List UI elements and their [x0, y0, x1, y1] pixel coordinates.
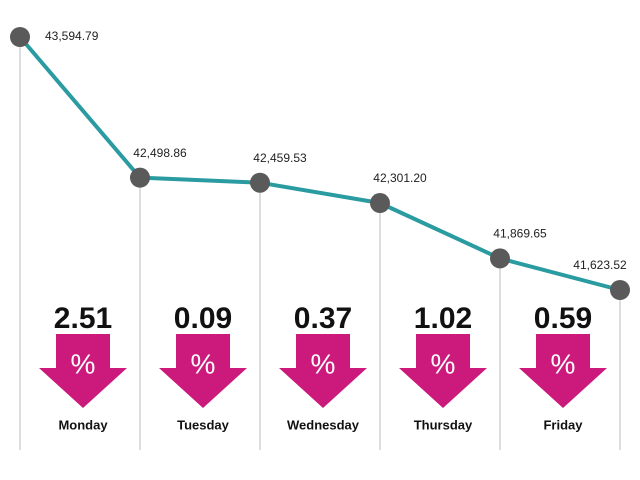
value-label: 41,623.52 [573, 258, 627, 272]
change-value: 0.59 [534, 302, 592, 335]
change-unit: % [551, 348, 576, 379]
change-value: 0.37 [294, 302, 352, 335]
value-label: 41,869.65 [493, 227, 547, 241]
down-arrow [399, 334, 487, 408]
point [250, 172, 270, 193]
day-label: Tuesday [177, 417, 230, 432]
line [18, 35, 621, 292]
change-unit: % [191, 348, 216, 379]
down-arrow [159, 334, 247, 408]
change-value: 1.02 [414, 302, 472, 335]
value-label: 42,498.86 [133, 146, 187, 160]
day-label: Thursday [414, 417, 473, 432]
point [130, 167, 150, 188]
value-label: 42,301.20 [373, 171, 427, 185]
down-arrow [519, 334, 607, 408]
day-label: Monday [58, 417, 108, 432]
value-label: 42,459.53 [253, 151, 307, 165]
change-value: 2.51 [54, 302, 112, 335]
day-label: Wednesday [287, 417, 360, 432]
down-arrow [39, 334, 127, 408]
change-unit: % [431, 348, 456, 379]
point [610, 280, 630, 300]
change-unit: % [311, 348, 336, 379]
point [370, 193, 390, 214]
down-arrow [279, 334, 367, 408]
value-label: 43,594.79 [45, 29, 99, 43]
point [10, 27, 30, 47]
point [490, 248, 510, 269]
change-unit: % [71, 348, 96, 379]
day-label: Friday [543, 417, 583, 432]
change-value: 0.09 [174, 302, 232, 335]
